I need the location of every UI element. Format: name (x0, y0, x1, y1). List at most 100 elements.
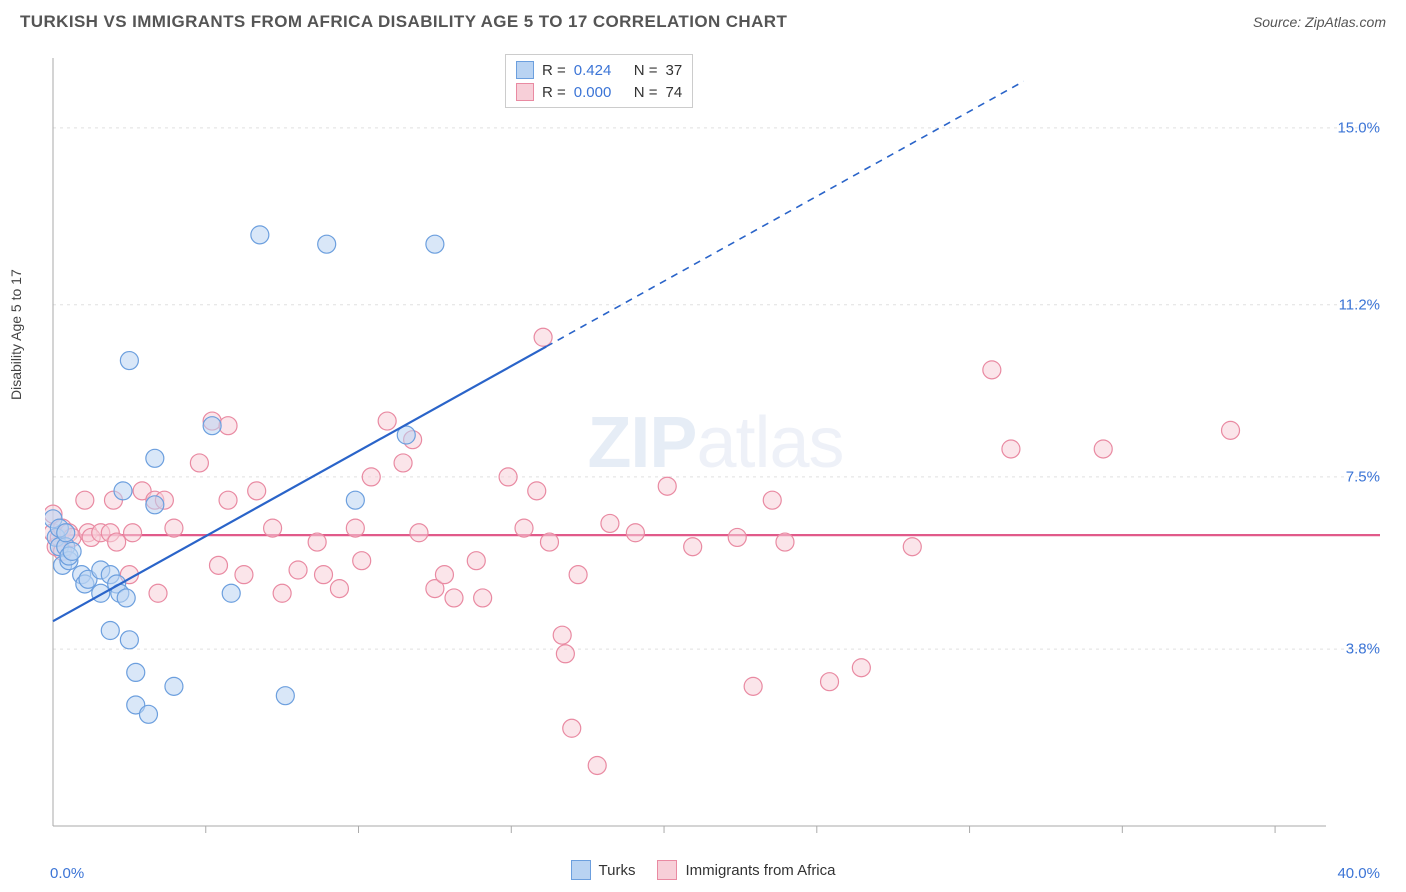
stats-n-value: 37 (666, 62, 683, 79)
chart-source: Source: ZipAtlas.com (1253, 14, 1386, 30)
data-point (219, 417, 237, 435)
y-tick-label: 11.2% (1339, 296, 1380, 313)
data-point (378, 412, 396, 430)
chart-title: TURKISH VS IMMIGRANTS FROM AFRICA DISABI… (20, 12, 787, 32)
data-point (139, 705, 157, 723)
data-point (124, 524, 142, 542)
data-point (467, 552, 485, 570)
data-point (763, 491, 781, 509)
data-point (362, 468, 380, 486)
data-point (821, 673, 839, 691)
y-axis-label: Disability Age 5 to 17 (8, 269, 24, 400)
data-point (203, 417, 221, 435)
data-point (563, 719, 581, 737)
data-point (626, 524, 644, 542)
data-point (120, 631, 138, 649)
data-point (658, 477, 676, 495)
stats-row: R = 0.000 N = 74 (516, 81, 682, 103)
data-point (318, 235, 336, 253)
data-point (165, 677, 183, 695)
blue-swatch-icon (516, 61, 534, 79)
data-point (1222, 421, 1240, 439)
data-point (92, 584, 110, 602)
data-point (728, 528, 746, 546)
data-point (117, 589, 135, 607)
data-point (601, 514, 619, 532)
data-point (114, 482, 132, 500)
y-tick-label: 7.5% (1346, 468, 1380, 485)
stats-r-value: 0.424 (574, 62, 626, 79)
data-point (410, 524, 428, 542)
stats-label: R = (542, 84, 566, 101)
data-point (289, 561, 307, 579)
data-point (684, 538, 702, 556)
data-point (276, 687, 294, 705)
data-point (330, 580, 348, 598)
y-tick-label: 3.8% (1346, 641, 1380, 658)
data-point (435, 566, 453, 584)
pink-swatch-icon (657, 860, 677, 880)
y-tick-label: 15.0% (1337, 119, 1380, 136)
chart-area: ZIPatlas R =0.424N =37R =0.000N =74 3.8%… (45, 50, 1386, 852)
data-point (1094, 440, 1112, 458)
blue-swatch-icon (571, 860, 591, 880)
data-point (251, 226, 269, 244)
legend-item: Immigrants from Africa (657, 860, 835, 880)
data-point (63, 542, 81, 560)
stats-label: N = (634, 84, 658, 101)
data-point (149, 584, 167, 602)
stats-row: R = 0.424 N = 37 (516, 59, 682, 81)
data-point (534, 328, 552, 346)
stats-label: N = (634, 62, 658, 79)
data-point (235, 566, 253, 584)
data-point (528, 482, 546, 500)
data-point (57, 524, 75, 542)
scatter-svg (45, 50, 1386, 852)
data-point (1002, 440, 1020, 458)
data-point (445, 589, 463, 607)
data-point (540, 533, 558, 551)
data-point (308, 533, 326, 551)
data-point (499, 468, 517, 486)
data-point (222, 584, 240, 602)
data-point (190, 454, 208, 472)
data-point (426, 235, 444, 253)
data-point (776, 533, 794, 551)
data-point (744, 677, 762, 695)
legend-item: Turks (571, 860, 636, 880)
data-point (273, 584, 291, 602)
data-point (127, 663, 145, 681)
data-point (556, 645, 574, 663)
data-point (515, 519, 533, 537)
data-point (353, 552, 371, 570)
data-point (219, 491, 237, 509)
data-point (108, 533, 126, 551)
data-point (101, 622, 119, 640)
data-point (248, 482, 266, 500)
data-point (569, 566, 587, 584)
data-point (76, 491, 94, 509)
stats-legend-box: R = 0.424 N = 37 R = 0.000 N = 74 (505, 54, 693, 108)
data-point (146, 449, 164, 467)
legend-label: Turks (599, 862, 636, 879)
data-point (165, 519, 183, 537)
data-point (315, 566, 333, 584)
stats-label: R = (542, 62, 566, 79)
pink-swatch-icon (516, 83, 534, 101)
data-point (394, 454, 412, 472)
legend-label: Immigrants from Africa (685, 862, 835, 879)
data-point (346, 491, 364, 509)
data-point (852, 659, 870, 677)
data-point (120, 352, 138, 370)
data-point (209, 556, 227, 574)
data-point (146, 496, 164, 514)
legend: Turks Immigrants from Africa (0, 860, 1406, 880)
data-point (264, 519, 282, 537)
data-point (903, 538, 921, 556)
data-point (983, 361, 1001, 379)
data-point (346, 519, 364, 537)
stats-n-value: 74 (666, 84, 683, 101)
data-point (588, 756, 606, 774)
stats-r-value: 0.000 (574, 84, 626, 101)
data-point (474, 589, 492, 607)
